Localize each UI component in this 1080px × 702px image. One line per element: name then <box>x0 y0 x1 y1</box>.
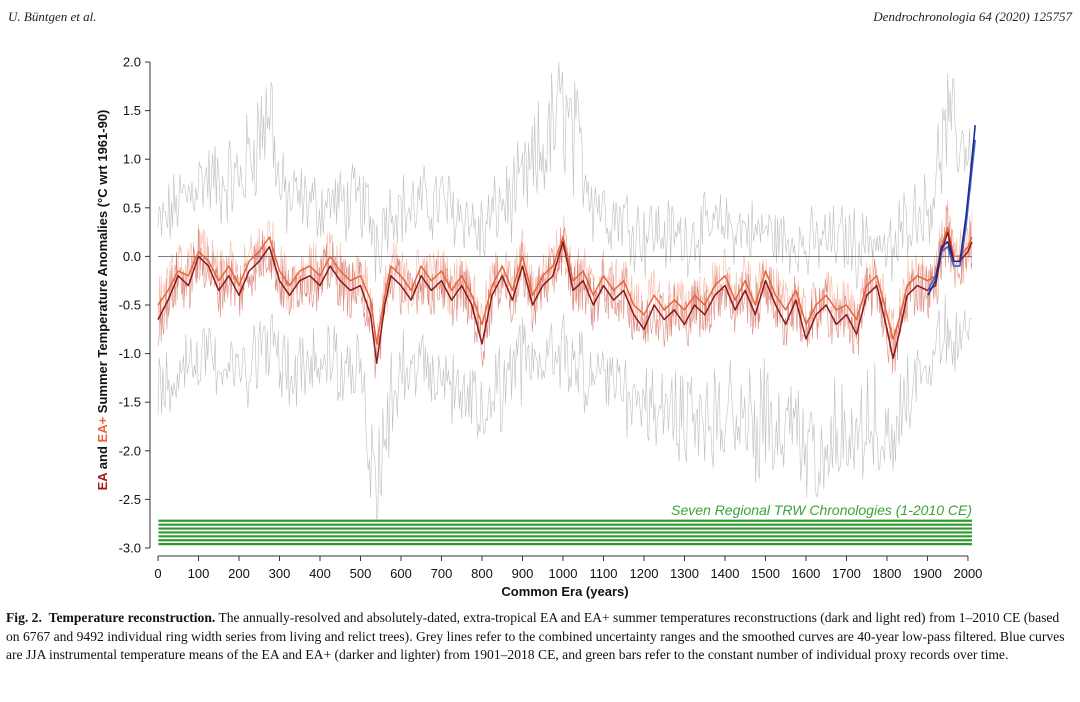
y-title-and: and <box>95 442 110 472</box>
ea-annual-line <box>157 206 973 379</box>
caption-body: The annually-resolved and absolutely-dat… <box>6 610 1065 662</box>
running-header-author: U. Büntgen et al. <box>8 9 97 24</box>
x-tick-label: 1500 <box>751 566 780 581</box>
x-tick-label: 600 <box>390 566 412 581</box>
y-tick-label: 0.0 <box>123 249 141 264</box>
x-tick-label: 1300 <box>670 566 699 581</box>
y-tick-label: -2.5 <box>119 492 141 507</box>
y-tick-label: 0.5 <box>123 200 141 215</box>
proxy-bars <box>158 519 972 546</box>
ea-smoothed-line <box>157 231 973 365</box>
x-tick-label: 300 <box>269 566 291 581</box>
caption-title: Temperature reconstruction. <box>48 610 216 625</box>
temperature-chart: Seven Regional TRW Chronologies (1-2010 … <box>95 55 983 600</box>
y-tick-label: -3.0 <box>119 541 141 556</box>
x-tick-label: 900 <box>512 566 534 581</box>
ea-instrumental-line <box>927 125 976 296</box>
y-axis-title: EA and EA+ Summer Temperature Anomalies … <box>95 110 110 491</box>
x-tick-label: 1000 <box>549 566 578 581</box>
y-tick-label: -0.5 <box>119 298 141 313</box>
uncertainty-band-layer <box>157 62 973 520</box>
y-tick-label: 2.0 <box>123 55 141 70</box>
y-title-eaplus: EA+ <box>95 416 110 442</box>
y-tick-label: 1.5 <box>123 103 141 118</box>
running-header-journal: Dendrochronologia 64 (2020) 125757 <box>873 9 1072 24</box>
y-tick-label: -2.0 <box>119 443 141 458</box>
uncertainty-lower-line <box>157 294 973 520</box>
y-tick-label: 1.0 <box>123 152 141 167</box>
x-tick-label: 1900 <box>913 566 942 581</box>
x-tick-label: 1600 <box>791 566 820 581</box>
x-tick-label: 1700 <box>832 566 861 581</box>
x-axis-title: Common Era (years) <box>501 584 628 599</box>
smoothed-series-layer <box>157 125 976 365</box>
y-title-ea: EA <box>95 472 110 491</box>
x-tick-label: 100 <box>188 566 210 581</box>
x-tick-label: 1100 <box>589 566 617 581</box>
y-tick-label: -1.5 <box>119 395 141 410</box>
x-tick-label: 500 <box>350 566 372 581</box>
x-tick-label: 700 <box>431 566 453 581</box>
y-title-rest: Summer Temperature Anomalies (°C wrt 196… <box>95 110 110 417</box>
eaplus-annual-line <box>157 200 973 358</box>
x-tick-label: 1800 <box>872 566 901 581</box>
x-tick-label: 1200 <box>630 566 659 581</box>
x-tick-label: 800 <box>471 566 493 581</box>
x-tick-label: 2000 <box>953 566 982 581</box>
y-tick-label: -1.0 <box>119 346 141 361</box>
proxy-annotation: Seven Regional TRW Chronologies (1-2010 … <box>671 502 972 518</box>
x-tick-label: 0 <box>154 566 161 581</box>
annual-reconstruction-layer <box>157 200 973 379</box>
x-tick-label: 1400 <box>711 566 740 581</box>
x-tick-label: 200 <box>228 566 250 581</box>
uncertainty-upper-line <box>157 62 973 289</box>
figure-caption: Fig. 2. Temperature reconstruction. The … <box>6 609 1074 665</box>
caption-label: Fig. 2. <box>6 610 42 625</box>
axes: 2.0 1.5 1.0 0.5 0.0 -0.5 -1.0 -1.5 -2.0 -2.5 -3.0 0… <box>119 55 983 582</box>
eaplus-smoothed-line <box>157 226 973 345</box>
x-tick-label: 400 <box>309 566 331 581</box>
